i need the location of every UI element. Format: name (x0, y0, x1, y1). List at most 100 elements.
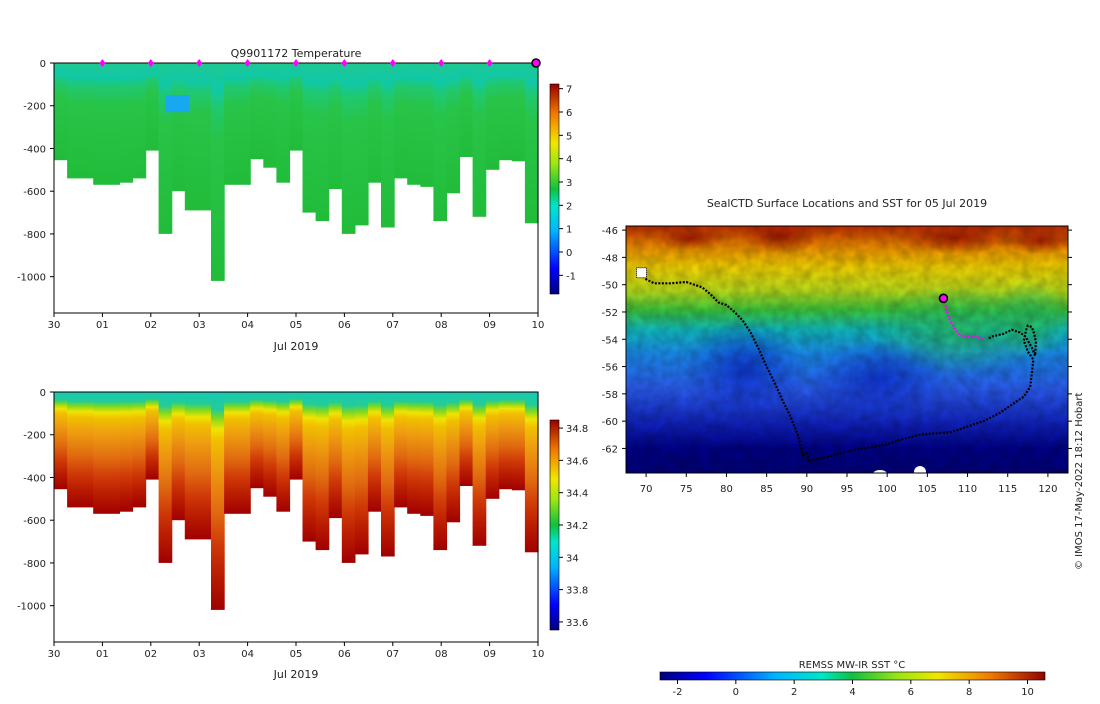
salinity-profile-column (459, 392, 474, 486)
temperature-profile-column (315, 63, 330, 222)
colorbar-tick-label: 34.2 (566, 521, 588, 532)
profile-surface-marker (99, 59, 106, 67)
salinity-xlabel: Jul 2019 (273, 668, 319, 681)
colorbar-tick-label: 0 (566, 248, 572, 259)
temperature-profile-column (276, 63, 291, 183)
temperature-colorbar (549, 83, 560, 295)
temperature-profile-column (420, 63, 434, 187)
salinity-profile-column (328, 392, 343, 519)
lon-tick-label: 120 (1038, 484, 1057, 495)
lat-tick-label: -56 (602, 363, 618, 374)
profile-surface-marker (147, 59, 154, 67)
lon-tick-label: 70 (640, 484, 653, 495)
sst-colorbar (659, 671, 1046, 681)
current-position-marker (938, 293, 949, 304)
lon-tick-label: 85 (760, 484, 773, 495)
temperature-profile-column (171, 63, 186, 192)
salinity-x-axis: 30 01 02 03 04 05 06 07 08 09 10 (48, 642, 544, 660)
y-tick-label: -600 (23, 187, 46, 198)
sst-colorbar-group: REMSS MW-IR SST °C -2 0 2 4 6 8 10 (659, 660, 1046, 698)
temperature-surface-markers (99, 58, 541, 68)
salinity-profile-column (119, 392, 134, 512)
temperature-profile-column (145, 63, 160, 151)
temperature-profile-column (119, 63, 134, 183)
x-tick-label: 09 (483, 649, 496, 660)
temperature-profile-column (394, 63, 408, 179)
temperature-profile-column (158, 63, 173, 234)
lat-tick-label: -62 (602, 444, 618, 455)
x-tick-label: 08 (435, 320, 448, 331)
temperature-profile-column (237, 63, 251, 185)
salinity-profile-column (381, 392, 395, 557)
x-tick-label: 04 (241, 649, 254, 660)
lat-tick-label: -60 (602, 417, 618, 428)
temperature-profile-column (354, 63, 369, 226)
sst-tick-label: 6 (908, 687, 914, 698)
salinity-profile-column (420, 392, 434, 516)
temperature-profile-column (524, 63, 539, 224)
salinity-profile-column (237, 392, 251, 514)
profile-surface-marker (486, 59, 493, 67)
profile-surface-marker (438, 59, 445, 67)
colorbar-tick-label: 34.8 (566, 424, 588, 435)
temperature-section-plot (54, 63, 539, 281)
temperature-profile-column (367, 63, 382, 183)
island-marker (635, 267, 647, 279)
salinity-profile-column (263, 392, 277, 497)
y-tick-label: -1000 (17, 602, 46, 613)
x-tick-label: 03 (193, 649, 206, 660)
profile-surface-marker (196, 59, 203, 67)
x-tick-label: 02 (144, 649, 157, 660)
temperature-profile-column (224, 63, 238, 185)
x-tick-label: 08 (435, 649, 448, 660)
temperature-profile-column (211, 63, 225, 281)
lon-tick-label: 100 (878, 484, 897, 495)
temperature-profile-column (289, 63, 304, 151)
seal-track (635, 267, 1038, 464)
colorbar-tick-label: 4 (566, 155, 572, 166)
temperature-profile-column (341, 63, 356, 234)
temperature-profile-column (433, 63, 448, 222)
x-tick-label: 05 (290, 320, 303, 331)
temperature-profile-column (511, 63, 526, 162)
salinity-profile-column (93, 392, 107, 514)
salinity-profile-column (276, 392, 291, 512)
y-tick-label: -800 (23, 230, 46, 241)
lat-tick-label: -54 (602, 335, 618, 346)
cold-water-patch (165, 95, 190, 113)
sst-tick-label: -2 (673, 687, 683, 698)
salinity-profile-column (446, 392, 461, 523)
colorbar-tick-label: -1 (566, 271, 576, 282)
colorbar-tick-label: 33.6 (566, 618, 588, 629)
y-tick-label: 0 (40, 59, 46, 70)
sst-map-panel: SealCTD Surface Locations and SST for 05… (602, 197, 1085, 570)
colorbar-tick-label: 3 (566, 178, 572, 189)
salinity-profile-column (511, 392, 526, 491)
salinity-profile-column (197, 392, 212, 540)
lon-tick-label: 105 (918, 484, 937, 495)
lon-tick-label: 80 (720, 484, 733, 495)
salinity-profile-column (224, 392, 238, 514)
lon-tick-label: 115 (998, 484, 1017, 495)
salinity-profile-column (524, 392, 539, 553)
x-tick-label: 30 (48, 320, 61, 331)
salinity-colorbar-ticks: 33.6 33.8 34 34.2 34.4 34.6 34.8 (559, 424, 588, 629)
map-longitude-axis: 70 75 80 85 90 95 100 105 110 115 120 (640, 473, 1057, 495)
y-tick-label: -600 (23, 516, 46, 527)
temperature-profile-column (407, 63, 421, 185)
profile-surface-marker (341, 59, 348, 67)
lon-tick-label: 110 (958, 484, 977, 495)
footer-credit: © IMOS 17-May-2022 18:12 Hobart (1074, 393, 1085, 570)
salinity-profile-column (211, 392, 225, 610)
lon-tick-label: 75 (680, 484, 693, 495)
colorbar-tick-label: 5 (566, 131, 572, 142)
temperature-profile-column (80, 63, 94, 179)
salinity-profile-column (80, 392, 94, 508)
sst-colorbar-label: REMSS MW-IR SST °C (799, 660, 906, 671)
y-tick-label: -200 (23, 102, 46, 113)
profile-surface-marker (293, 59, 299, 67)
salinity-profile-column (67, 392, 81, 508)
temperature-xlabel: Jul 2019 (273, 340, 319, 353)
salinity-profile-column (184, 392, 199, 540)
y-tick-label: -800 (23, 559, 46, 570)
